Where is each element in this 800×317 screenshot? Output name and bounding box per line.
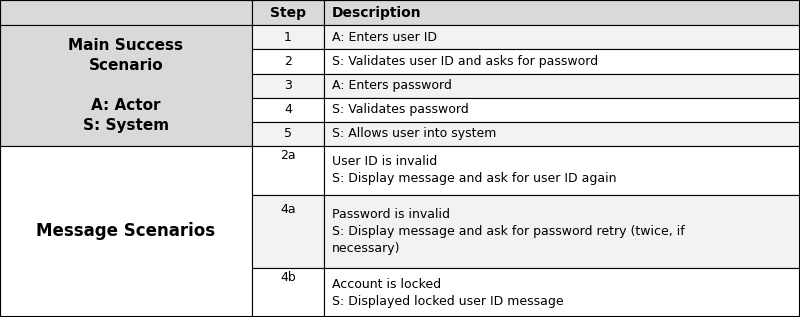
Text: S: Allows user into system: S: Allows user into system	[332, 127, 496, 140]
Bar	[0, 0, 252, 25]
Bar	[0, 146, 252, 317]
Bar	[252, 122, 324, 146]
Text: Account is locked
S: Displayed locked user ID message: Account is locked S: Displayed locked us…	[332, 278, 564, 307]
Bar	[324, 0, 800, 25]
Text: Description: Description	[332, 6, 422, 20]
Text: 2a: 2a	[280, 149, 296, 162]
Bar	[324, 49, 800, 74]
Text: Step: Step	[270, 6, 306, 20]
Bar	[0, 25, 252, 146]
Bar	[324, 268, 800, 317]
Text: Main Success
Scenario

A: Actor
S: System: Main Success Scenario A: Actor S: System	[69, 38, 183, 133]
Bar	[252, 146, 324, 195]
Text: A: Enters user ID: A: Enters user ID	[332, 31, 437, 44]
Text: User ID is invalid
S: Display message and ask for user ID again: User ID is invalid S: Display message an…	[332, 155, 617, 185]
Text: S: Validates password: S: Validates password	[332, 103, 469, 116]
Bar	[324, 195, 800, 268]
Bar	[252, 195, 324, 268]
Bar	[252, 74, 324, 98]
Text: S: Validates user ID and asks for password: S: Validates user ID and asks for passwo…	[332, 55, 598, 68]
Bar	[324, 98, 800, 122]
Bar	[252, 25, 324, 49]
Bar	[252, 268, 324, 317]
Text: 1: 1	[284, 31, 292, 44]
Bar	[324, 74, 800, 98]
Text: 4a: 4a	[280, 203, 296, 216]
Text: 4b: 4b	[280, 271, 296, 284]
Text: Password is invalid
S: Display message and ask for password retry (twice, if
nec: Password is invalid S: Display message a…	[332, 208, 685, 255]
Text: A: Enters password: A: Enters password	[332, 79, 452, 92]
Bar	[252, 49, 324, 74]
Text: 5: 5	[284, 127, 292, 140]
Bar	[252, 0, 324, 25]
Bar	[324, 146, 800, 195]
Text: 4: 4	[284, 103, 292, 116]
Bar	[324, 25, 800, 49]
Bar	[324, 122, 800, 146]
Text: Message Scenarios: Message Scenarios	[37, 223, 215, 240]
Text: 3: 3	[284, 79, 292, 92]
Bar	[252, 98, 324, 122]
Text: 2: 2	[284, 55, 292, 68]
